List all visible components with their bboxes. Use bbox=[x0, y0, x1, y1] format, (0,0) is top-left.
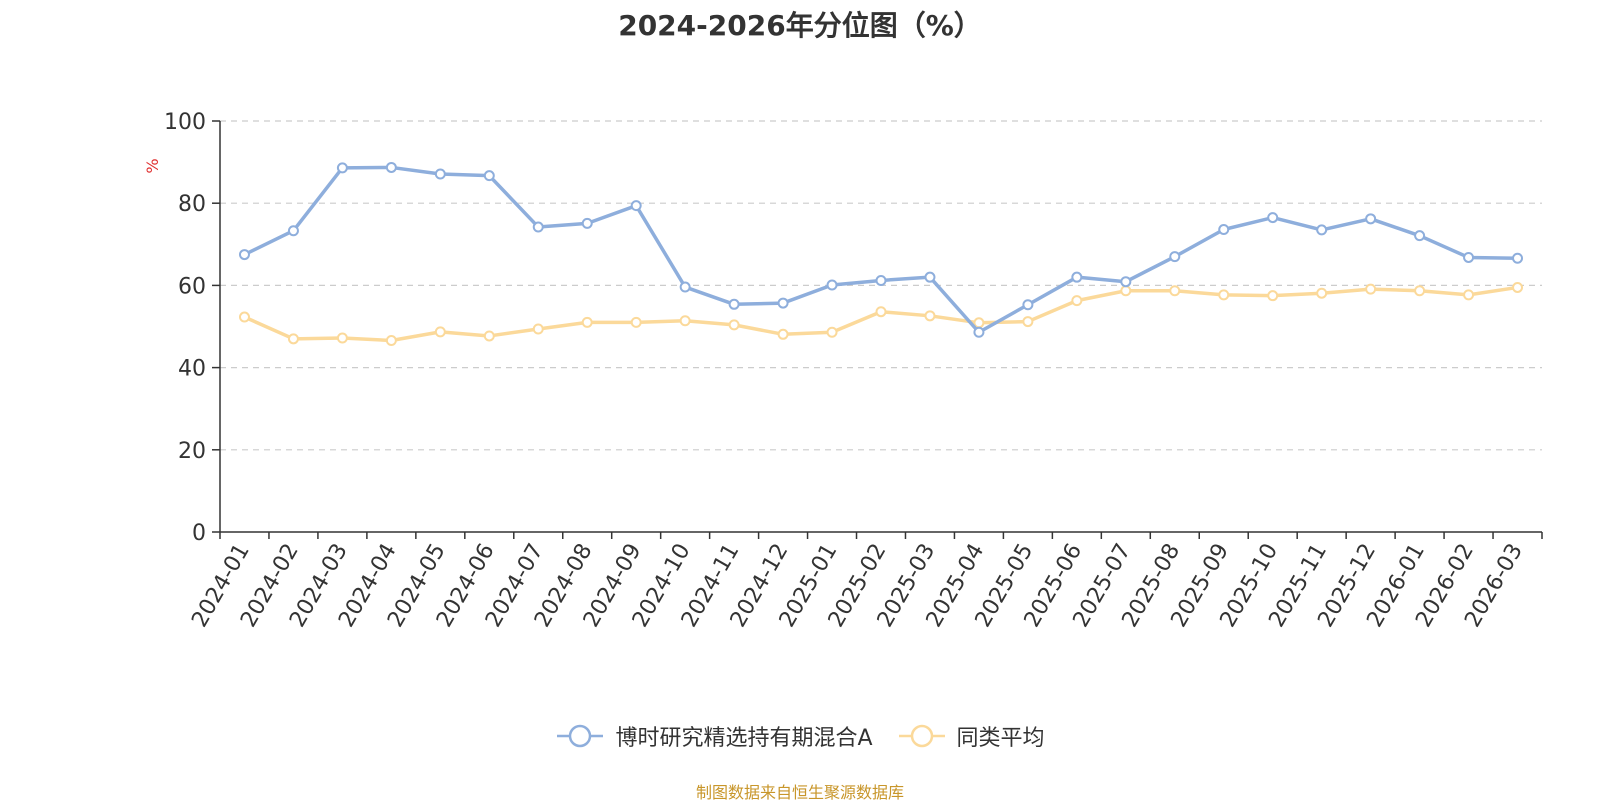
data-point bbox=[483, 330, 495, 342]
data-point bbox=[434, 326, 446, 338]
y-tick-label: 60 bbox=[178, 274, 206, 299]
series-layer bbox=[238, 161, 1524, 346]
y-tick-label: 20 bbox=[178, 439, 206, 464]
data-point bbox=[1463, 251, 1475, 263]
data-point bbox=[679, 315, 691, 327]
data-point bbox=[336, 332, 348, 344]
data-point bbox=[1071, 295, 1083, 307]
data-point bbox=[581, 217, 593, 229]
data-point bbox=[826, 326, 838, 338]
data-point bbox=[924, 310, 936, 322]
data-point bbox=[1365, 283, 1377, 295]
legend-label: 博时研究精选持有期混合A bbox=[615, 726, 873, 751]
data-point bbox=[385, 161, 397, 173]
y-tick-label: 40 bbox=[178, 357, 206, 382]
data-point bbox=[777, 297, 789, 309]
data-point bbox=[826, 279, 838, 291]
data-point bbox=[238, 249, 250, 261]
data-point bbox=[287, 333, 299, 345]
data-point bbox=[875, 306, 887, 318]
data-point bbox=[728, 298, 740, 310]
data-point bbox=[1414, 230, 1426, 242]
data-point bbox=[1169, 285, 1181, 297]
y-tick-label: 80 bbox=[178, 192, 206, 217]
data-point bbox=[532, 221, 544, 233]
chart-title: 2024-2026年分位图（%） bbox=[618, 9, 982, 42]
data-point bbox=[875, 274, 887, 286]
data-point bbox=[1365, 213, 1377, 225]
data-point bbox=[336, 162, 348, 174]
data-point bbox=[532, 323, 544, 335]
data-point bbox=[1512, 252, 1524, 264]
data-point bbox=[1218, 224, 1230, 236]
data-point bbox=[924, 271, 936, 283]
source-note: 制图数据来自恒生聚源数据库 bbox=[695, 783, 904, 802]
legend-item-1[interactable]: 同类平均 bbox=[897, 720, 1045, 752]
data-point bbox=[1022, 316, 1034, 328]
data-point bbox=[287, 225, 299, 237]
data-point bbox=[973, 326, 985, 338]
data-point bbox=[483, 170, 495, 182]
data-point bbox=[1169, 251, 1181, 263]
data-point bbox=[728, 319, 740, 331]
data-point bbox=[1267, 290, 1279, 302]
data-point bbox=[1316, 287, 1328, 299]
data-point bbox=[434, 168, 446, 180]
data-point bbox=[1316, 224, 1328, 236]
legend-item-0[interactable]: 博时研究精选持有期混合A bbox=[555, 720, 873, 752]
data-point bbox=[1120, 285, 1132, 297]
axis-layer: 0204060801002024-012024-022024-032024-04… bbox=[164, 110, 1543, 632]
data-point bbox=[385, 334, 397, 346]
data-point bbox=[1463, 289, 1475, 301]
y-tick-label: 100 bbox=[164, 110, 206, 135]
data-point bbox=[1071, 271, 1083, 283]
legend-label: 同类平均 bbox=[956, 726, 1045, 751]
data-point bbox=[1120, 276, 1132, 288]
data-point bbox=[581, 316, 593, 328]
legend-marker-icon bbox=[557, 724, 604, 748]
data-point bbox=[1267, 212, 1279, 224]
y-axis-label: % bbox=[143, 158, 162, 173]
y-tick-label: 0 bbox=[192, 521, 206, 546]
data-point bbox=[1022, 299, 1034, 311]
legend: 博时研究精选持有期混合A 同类平均 bbox=[0, 720, 1600, 752]
legend-marker-icon bbox=[898, 724, 945, 748]
data-point bbox=[679, 281, 691, 293]
data-point bbox=[630, 200, 642, 212]
data-point bbox=[630, 316, 642, 328]
data-point bbox=[777, 328, 789, 340]
data-point bbox=[1414, 285, 1426, 297]
data-point bbox=[1512, 281, 1524, 293]
data-point bbox=[1218, 289, 1230, 301]
data-point bbox=[238, 311, 250, 323]
data-point bbox=[973, 317, 985, 329]
